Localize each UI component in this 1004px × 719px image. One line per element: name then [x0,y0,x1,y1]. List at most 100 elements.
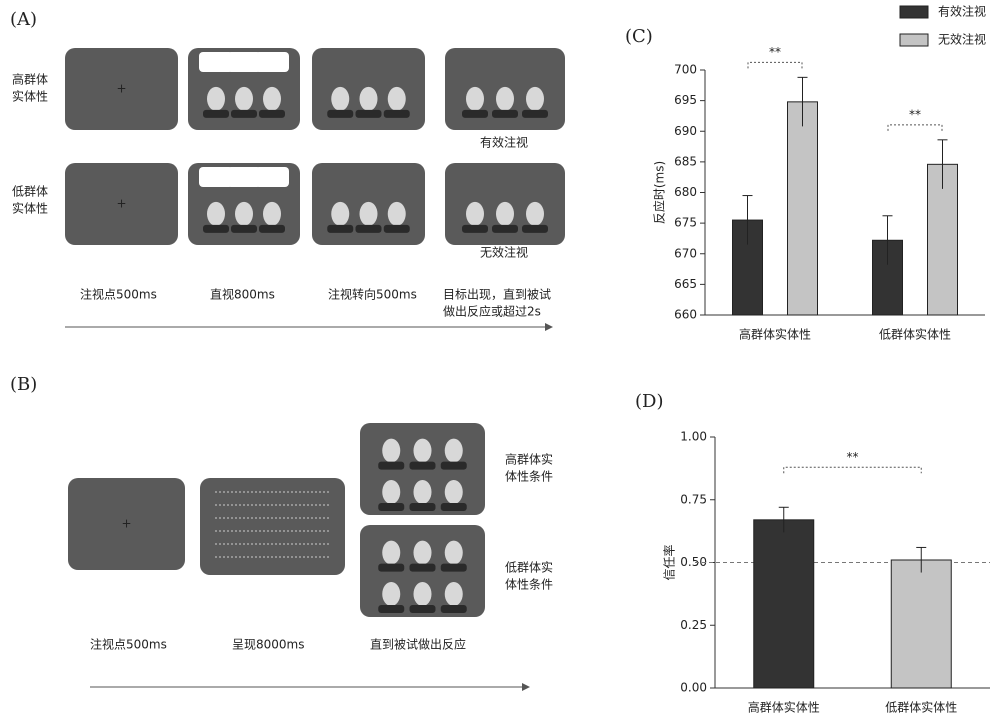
step-label: 注视点500ms [80,287,157,302]
figure: (A) 高群体 实体性 低群体 实体性 有效注视 无效注视 注视点500ms 直… [0,0,1004,719]
arrow-head [522,683,530,691]
body [259,225,285,233]
face [235,87,253,111]
body [356,225,382,233]
body [441,605,467,613]
fixation: + [116,82,126,96]
x-tick-label: 低群体实体性 [879,327,951,342]
step-label: 注视点500ms [90,637,167,652]
fixation: + [121,517,131,531]
panel-label: (C) [625,26,653,47]
body [378,605,404,613]
panel-label: (B) [10,374,37,395]
face [235,202,253,226]
face [382,541,400,565]
significance-bracket [888,125,942,131]
step-label: 做出反应或超过2s [443,304,541,319]
arrow-head [545,323,553,331]
body [327,110,353,118]
face [382,439,400,463]
face [414,480,432,504]
y-tick-label: 670 [674,246,697,260]
legend-label: 有效注视 [938,4,986,19]
face [388,87,406,111]
face [526,202,544,226]
significance-label: ** [909,107,921,121]
step-label: 目标出现，直到被试 [443,287,551,302]
row-label: 实体性 [12,89,48,104]
body [410,605,436,613]
face [445,582,463,606]
body [231,225,257,233]
face [263,202,281,226]
body [410,462,436,470]
y-tick-label: 0.00 [680,681,707,695]
y-tick-label: 660 [674,308,697,322]
speech-bubble [255,167,289,187]
bar [754,520,814,688]
instruction-screen [200,478,345,575]
significance-bracket [784,467,922,473]
condition-label: 低群体实 [505,560,553,575]
outcome-label: 无效注视 [480,245,528,260]
y-tick-label: 700 [674,63,697,77]
step-label: 呈现8000ms [232,638,304,652]
body [378,564,404,572]
face [414,439,432,463]
y-tick-label: 685 [674,154,697,168]
face [466,202,484,226]
y-tick-label: 0.25 [680,618,707,632]
body [203,225,229,233]
bar [891,560,951,688]
body [462,225,488,233]
body [522,225,548,233]
bar [788,102,818,315]
face [263,87,281,111]
speech-bubble [255,52,289,72]
body [492,225,518,233]
step-label: 注视转向500ms [328,287,417,302]
face [526,87,544,111]
row-label: 低群体 [12,185,48,199]
body [378,462,404,470]
significance-label: ** [847,450,859,464]
face [388,202,406,226]
y-tick-label: 0.75 [680,492,707,506]
body [410,564,436,572]
x-tick-label: 高群体实体性 [739,327,811,342]
body [203,110,229,118]
y-tick-label: 665 [674,277,697,291]
body [410,503,436,511]
face [207,202,225,226]
face [382,480,400,504]
step-label: 直视800ms [210,287,275,302]
body [231,110,257,118]
face [414,582,432,606]
face [414,541,432,565]
y-tick-label: 690 [674,124,697,138]
face [445,541,463,565]
body [378,503,404,511]
condition-label: 体性条件 [505,470,553,484]
row-label: 实体性 [12,201,48,216]
face [496,87,514,111]
body [441,564,467,572]
y-tick-label: 695 [674,93,697,107]
face [207,87,225,111]
legend-swatch [900,34,928,46]
panel-label: (A) [10,9,37,30]
body [522,110,548,118]
outcome-label: 有效注视 [480,135,528,150]
body [462,110,488,118]
y-axis-label: 反应时(ms) [652,161,667,224]
face [382,582,400,606]
y-axis-label: 信任率 [662,544,677,580]
x-tick-label: 低群体实体性 [885,700,957,715]
body [327,225,353,233]
body [441,503,467,511]
face [496,202,514,226]
x-tick-label: 高群体实体性 [748,700,820,715]
face [360,202,378,226]
y-tick-label: 680 [674,185,697,199]
y-tick-label: 1.00 [680,430,707,444]
